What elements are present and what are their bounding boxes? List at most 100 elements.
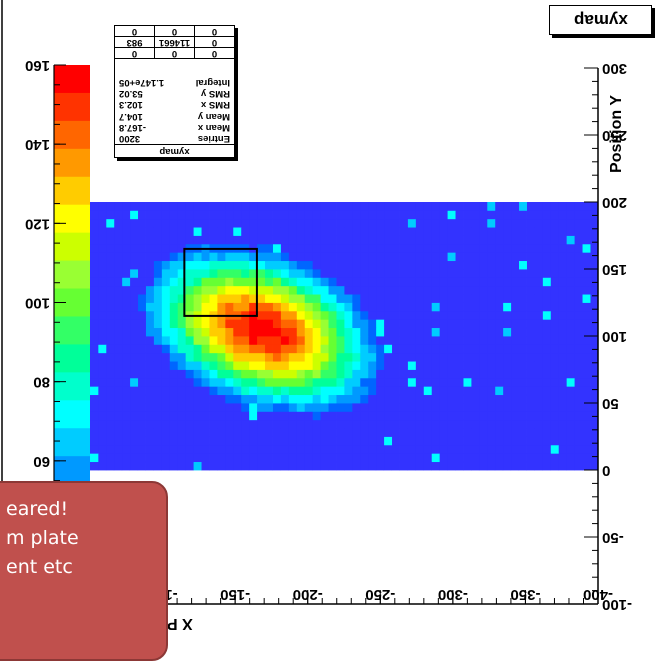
heat-cell [336, 377, 345, 387]
heat-cell [391, 369, 400, 379]
heat-cell [486, 294, 496, 303]
heat-cell [328, 235, 337, 245]
heat-cell [423, 277, 432, 287]
heat-cell [153, 344, 162, 354]
heat-cell [137, 461, 146, 471]
highlight-box [183, 247, 258, 317]
heat-cell [304, 210, 313, 220]
heat-cell [494, 210, 504, 220]
heat-cell [336, 235, 345, 245]
heat-cell [415, 319, 424, 329]
heat-cell [344, 260, 353, 270]
heat-cell [121, 403, 131, 412]
heat-cell [248, 218, 258, 228]
heat-cell [232, 394, 242, 404]
heat-cell [153, 369, 162, 379]
heat-cell [375, 327, 385, 337]
heat-cell [383, 252, 393, 262]
heat-cell [193, 428, 202, 437]
heat-cell [407, 235, 416, 245]
heat-cell [574, 202, 583, 211]
heat-cell [328, 310, 337, 320]
heat-cell [574, 336, 583, 345]
heat-cell [280, 285, 289, 295]
heat-cell [359, 377, 369, 387]
heat-cell [280, 386, 289, 396]
heat-cell [217, 461, 226, 471]
heat-cell [153, 453, 162, 463]
color-bar-segment [54, 400, 90, 429]
heat-cell [510, 294, 520, 303]
heat-cell [272, 202, 281, 211]
heat-cell [566, 369, 575, 379]
heat-cell [105, 436, 115, 446]
heat-cell [407, 277, 416, 287]
heat-cell [407, 428, 416, 437]
heat-cell [399, 319, 408, 329]
heat-cell [336, 269, 345, 278]
heat-cell [423, 436, 432, 446]
heat-cell [137, 277, 146, 287]
heat-cell [256, 202, 266, 211]
heat-cell [161, 436, 170, 446]
y-tick-label: 250 [602, 127, 627, 144]
heat-cell [320, 202, 329, 211]
heat-cell [383, 294, 393, 303]
heat-cell [145, 252, 154, 262]
heat-cell [399, 269, 408, 278]
heat-cell [280, 218, 289, 228]
heat-cell [582, 294, 591, 303]
heat-cell [129, 202, 139, 211]
heat-cell [280, 377, 289, 387]
annotation-line-3: ent etc [6, 556, 73, 578]
heat-cell [582, 302, 591, 312]
heat-cell [526, 411, 535, 421]
heat-cell [478, 403, 488, 412]
heat-cell [320, 310, 329, 320]
heat-cell [209, 436, 218, 446]
heat-cell [502, 277, 512, 287]
heat-cell [336, 252, 345, 262]
heat-cell [391, 453, 400, 463]
heat-cell [177, 436, 186, 446]
heat-cell [256, 260, 266, 270]
heat-cell [447, 352, 456, 362]
heat-cell [415, 269, 424, 278]
heat-cell [320, 369, 329, 379]
heat-cell [201, 277, 210, 287]
heat-cell [463, 436, 472, 446]
heat-cell [113, 269, 123, 278]
heat-cell [185, 319, 194, 329]
heat-cell [478, 377, 488, 387]
heat-cell [105, 419, 115, 429]
heat-cell [161, 394, 170, 404]
heat-cell [471, 210, 480, 220]
heat-cell [312, 243, 321, 253]
heat-cell [153, 436, 162, 446]
heat-cell [209, 218, 218, 228]
heat-cell [145, 310, 154, 320]
heat-cell [344, 403, 353, 412]
heat-cell [193, 285, 202, 295]
heat-cell [447, 294, 456, 303]
heat-cell [423, 428, 432, 437]
heat-cell [574, 260, 583, 270]
heat-cell [272, 235, 281, 245]
heat-cell [90, 277, 99, 287]
heat-cell [217, 453, 226, 463]
heat-cell [280, 269, 289, 278]
heat-cell [423, 252, 432, 262]
heat-cell [518, 377, 527, 387]
heat-cell [455, 327, 464, 337]
heat-cell [209, 202, 218, 211]
heat-cell [177, 294, 186, 303]
heat-cell [439, 344, 448, 354]
heat-cell [113, 419, 123, 429]
heat-cell [391, 310, 400, 320]
heat-cell [502, 436, 512, 446]
heat-cell [550, 453, 559, 463]
heat-cell [90, 227, 99, 236]
heat-cell [193, 252, 202, 262]
heat-cell [288, 419, 297, 429]
heat-cell [344, 453, 353, 463]
